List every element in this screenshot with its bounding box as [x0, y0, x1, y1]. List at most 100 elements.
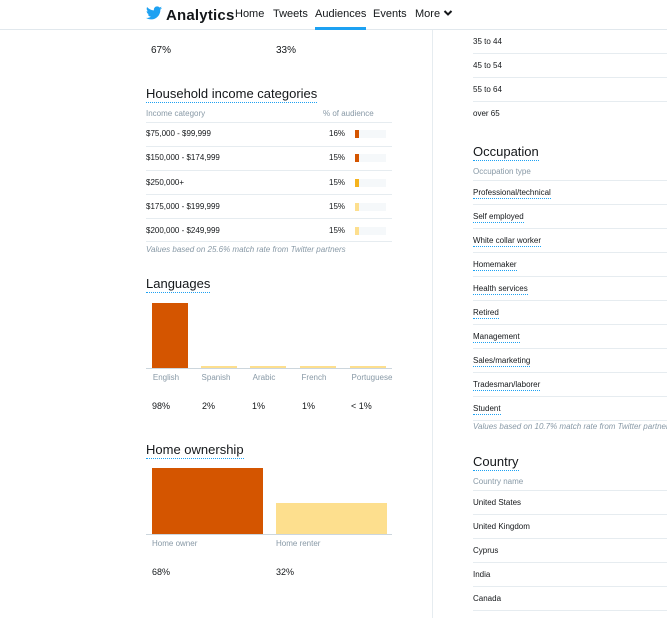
- languages-bar: [201, 366, 237, 368]
- occupation-section-title[interactable]: Occupation: [473, 144, 539, 161]
- occupation-row: Student: [473, 397, 667, 421]
- country-column-name: Country name: [473, 477, 524, 486]
- languages-value-label: 98%: [152, 401, 171, 411]
- languages-value-label: 1%: [302, 401, 316, 411]
- gender-right-pct: 33%: [276, 45, 297, 56]
- twitter-bird-icon: [146, 5, 162, 25]
- row-divider: [146, 146, 392, 147]
- occupation-row-label[interactable]: Health services: [473, 284, 528, 295]
- home-ownership-section-title[interactable]: Home ownership: [146, 442, 244, 459]
- occupation-row-label[interactable]: Sales/marketing: [473, 356, 531, 367]
- country-row: Cyprus: [473, 539, 667, 563]
- country-row: India: [473, 563, 667, 587]
- income-row-bar: [355, 227, 386, 235]
- occupation-header-divider: [473, 180, 667, 181]
- income-row-bar-fill: [355, 130, 359, 138]
- country-row-label: United States: [473, 498, 522, 507]
- country-row: United States: [473, 491, 667, 515]
- age-row-label: 55 to 64: [473, 85, 502, 94]
- home-ownership-value-label: 68%: [152, 567, 171, 577]
- income-row-pct: 15%: [329, 226, 346, 235]
- home-ownership-bar: [276, 503, 387, 534]
- analytics-brand[interactable]: Analytics: [146, 5, 235, 25]
- brand-name: Analytics: [166, 6, 235, 24]
- occupation-row-label[interactable]: Tradesman/laborer: [473, 380, 541, 391]
- nav-events[interactable]: Events: [373, 8, 407, 20]
- occupation-row: Retired: [473, 301, 667, 325]
- row-divider: [146, 194, 392, 195]
- home-ownership-value-label: 32%: [276, 567, 295, 577]
- nav-home[interactable]: Home: [235, 8, 265, 20]
- income-row-label: $150,000 - $174,999: [146, 153, 220, 162]
- income-column-audience: % of audience: [323, 109, 374, 118]
- income-row-label: $175,000 - $199,999: [146, 202, 220, 211]
- age-row: 45 to 54: [473, 54, 667, 78]
- languages-value-label: 1%: [252, 401, 266, 411]
- row-divider: [146, 170, 392, 171]
- nav-audiences[interactable]: Audiences: [315, 8, 367, 30]
- country-row-label: India: [473, 570, 491, 579]
- income-row-label: $75,000 - $99,999: [146, 129, 211, 138]
- age-row: 35 to 44: [473, 30, 667, 54]
- occupation-row: Tradesman/laborer: [473, 373, 667, 397]
- nav-more[interactable]: More: [415, 8, 453, 20]
- occupation-row-label[interactable]: Self employed: [473, 212, 524, 223]
- languages-section-title[interactable]: Languages: [146, 276, 211, 293]
- home-ownership-category-label: Home owner: [152, 539, 198, 548]
- income-row-bar: [355, 179, 386, 187]
- country-section-title[interactable]: Country: [473, 454, 519, 471]
- occupation-row: Professional/technical: [473, 181, 667, 205]
- occupation-row-label[interactable]: Homemaker: [473, 260, 517, 271]
- row-divider: [146, 241, 392, 242]
- income-section-title[interactable]: Household income categories: [146, 86, 318, 103]
- income-row-pct: 16%: [329, 129, 346, 138]
- languages-baseline: [146, 368, 392, 369]
- income-row-bar-fill: [355, 154, 359, 162]
- income-column-category: Income category: [146, 109, 206, 118]
- languages-category-label: Spanish: [201, 373, 231, 382]
- country-row: Canada: [473, 587, 667, 611]
- chevron-down-icon: [443, 8, 453, 18]
- occupation-row: Health services: [473, 277, 667, 301]
- home-ownership-baseline: [146, 534, 392, 535]
- income-row-label: $250,000+: [146, 178, 185, 187]
- languages-bar: [350, 366, 386, 368]
- languages-category-label: Arabic: [252, 373, 276, 382]
- languages-bar: [300, 366, 336, 368]
- income-row-bar: [355, 130, 386, 138]
- income-match-note: Values based on 25.6% match rate from Tw…: [146, 245, 346, 254]
- occupation-row-label[interactable]: White collar worker: [473, 236, 542, 247]
- income-row-bar-fill: [355, 203, 359, 211]
- occupation-row-label[interactable]: Student: [473, 404, 501, 415]
- languages-value-label: 2%: [202, 401, 216, 411]
- occupation-row-label[interactable]: Retired: [473, 308, 499, 319]
- income-row-bar-fill: [355, 179, 359, 187]
- country-row: United Kingdom: [473, 515, 667, 539]
- occupation-row: Sales/marketing: [473, 349, 667, 373]
- languages-category-label: French: [301, 373, 327, 382]
- gender-left-pct: 67%: [151, 45, 172, 56]
- nav-tweets[interactable]: Tweets: [273, 8, 308, 20]
- occupation-row: Homemaker: [473, 253, 667, 277]
- age-row-label: over 65: [473, 109, 500, 118]
- age-row: over 65: [473, 102, 667, 126]
- row-divider: [146, 218, 392, 219]
- occupation-row: White collar worker: [473, 229, 667, 253]
- income-row-bar: [355, 154, 386, 162]
- occupation-row-label[interactable]: Management: [473, 332, 520, 343]
- home-ownership-category-label: Home renter: [276, 539, 321, 548]
- income-row-pct: 15%: [329, 178, 346, 187]
- income-row-label: $200,000 - $249,999: [146, 226, 220, 235]
- occupation-column-type: Occupation type: [473, 167, 531, 176]
- occupation-row-label[interactable]: Professional/technical: [473, 188, 551, 199]
- income-row-pct: 15%: [329, 202, 346, 211]
- country-row-label: United Kingdom: [473, 522, 530, 531]
- languages-bar: [250, 366, 286, 368]
- languages-category-label: English: [152, 373, 180, 382]
- nav-more-label: More: [415, 8, 441, 20]
- languages-bar: [152, 303, 188, 368]
- occupation-row: Self employed: [473, 205, 667, 229]
- top-navigation: Analytics Home Tweets Audiences Events M…: [0, 0, 667, 30]
- country-row-label: Canada: [473, 594, 502, 603]
- occupation-row: Management: [473, 325, 667, 349]
